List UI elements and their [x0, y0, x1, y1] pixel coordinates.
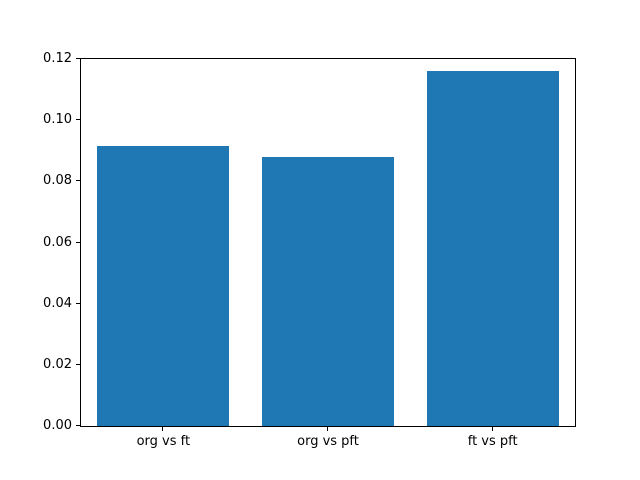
- y-tick-mark: [76, 180, 81, 182]
- bar-ft-vs-pft: [426, 71, 559, 426]
- y-tick-mark: [76, 241, 81, 243]
- x-tick-mark: [327, 426, 328, 431]
- y-tick-mark: [76, 363, 81, 365]
- x-tick-label: org vs pft: [297, 434, 359, 449]
- y-tick-label: 0.06: [43, 234, 72, 250]
- y-tick-label: 0.02: [43, 356, 72, 372]
- x-tick-label: ft vs pft: [467, 434, 518, 449]
- x-tick-label: org vs ft: [136, 434, 191, 449]
- y-tick-mark: [76, 58, 81, 59]
- y-tick-mark: [76, 302, 81, 304]
- y-tick-label: 0.10: [43, 112, 72, 128]
- x-tick-mark: [162, 426, 164, 431]
- y-tick-mark: [76, 425, 81, 426]
- plot-area: 0.00 0.02 0.04 0.06 0.08 0.10 0.12 org vs ft or…: [43, 51, 576, 449]
- bar-org-vs-pft: [262, 157, 394, 426]
- y-tick-label: 0.00: [43, 418, 72, 433]
- bar-org-vs-ft: [97, 146, 230, 426]
- y-tick-label: 0.12: [43, 51, 72, 66]
- y-tick-mark: [76, 119, 81, 121]
- bars-container: [81, 59, 575, 426]
- x-tick-mark: [491, 426, 493, 431]
- y-tick-label: 0.04: [43, 295, 72, 311]
- y-tick-label: 0.08: [43, 173, 72, 189]
